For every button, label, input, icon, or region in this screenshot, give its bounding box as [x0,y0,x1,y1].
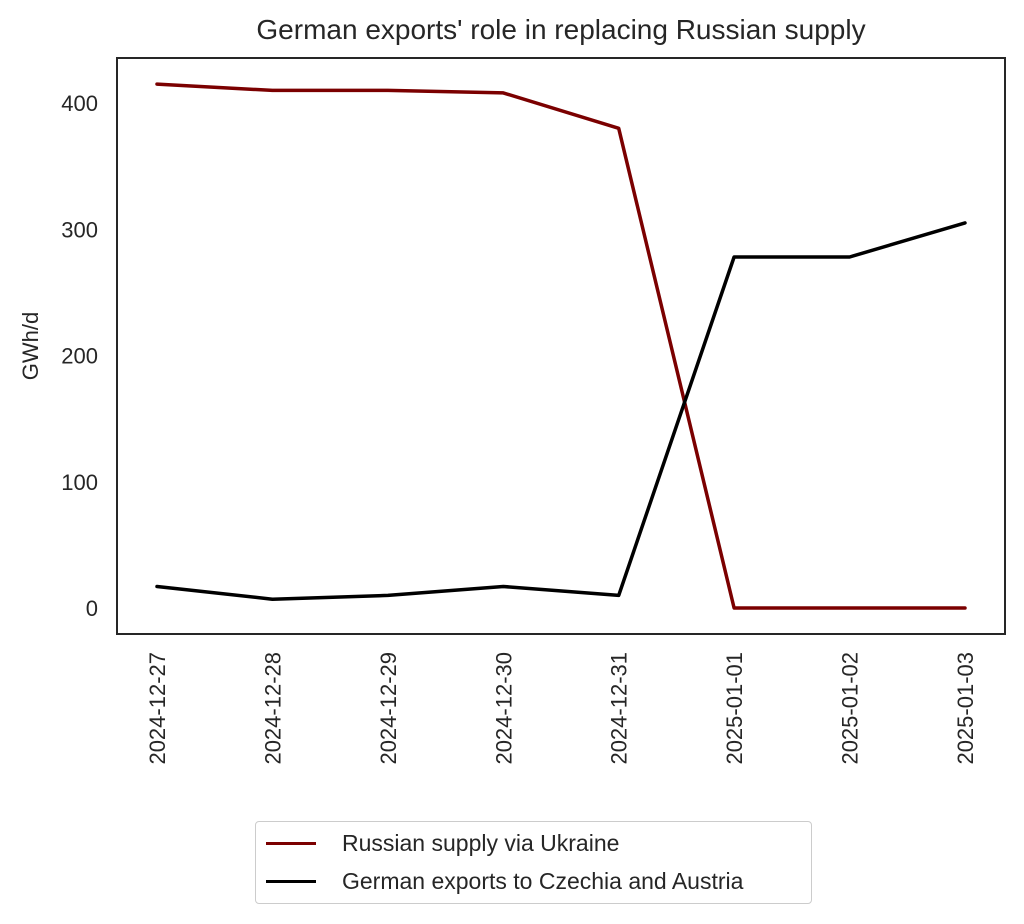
x-tick-label: 2024-12-27 [145,652,170,765]
x-tick-label: 2025-01-01 [722,652,747,765]
y-tick-label: 200 [61,344,98,369]
y-tick-label: 100 [61,470,98,495]
chart-title: German exports' role in replacing Russia… [256,14,866,45]
y-tick-label: 400 [61,91,98,116]
legend-swatch-german-exports [266,879,316,883]
y-axis-ticks: 0 100 200 300 400 [61,91,98,621]
x-tick-label: 2025-01-02 [838,652,863,765]
plot-frame [116,57,1006,635]
x-tick-label: 2024-12-31 [607,652,632,765]
x-tick-label: 2025-01-03 [953,652,978,765]
x-tick-label: 2024-12-28 [260,652,285,765]
y-tick-label: 300 [61,217,98,242]
series-line-russian-supply [155,82,967,610]
legend-item-russian-supply: Russian supply via Ukraine [266,828,619,858]
data-series [155,82,967,610]
y-tick-label: 0 [86,596,98,621]
legend: Russian supply via Ukraine German export… [255,821,812,904]
y-axis-label: GWh/d [18,312,43,380]
x-axis-ticks: 2024-12-27 2024-12-28 2024-12-29 2024-12-30… [145,652,978,765]
x-tick-label: 2024-12-30 [491,652,516,765]
series-line-german-exports [155,221,967,601]
legend-swatch-russian-supply [266,841,316,845]
legend-item-german-exports: German exports to Czechia and Austria [266,866,743,896]
legend-label: German exports to Czechia and Austria [342,867,744,894]
legend-label: Russian supply via Ukraine [342,829,620,856]
x-tick-label: 2024-12-29 [376,652,401,765]
